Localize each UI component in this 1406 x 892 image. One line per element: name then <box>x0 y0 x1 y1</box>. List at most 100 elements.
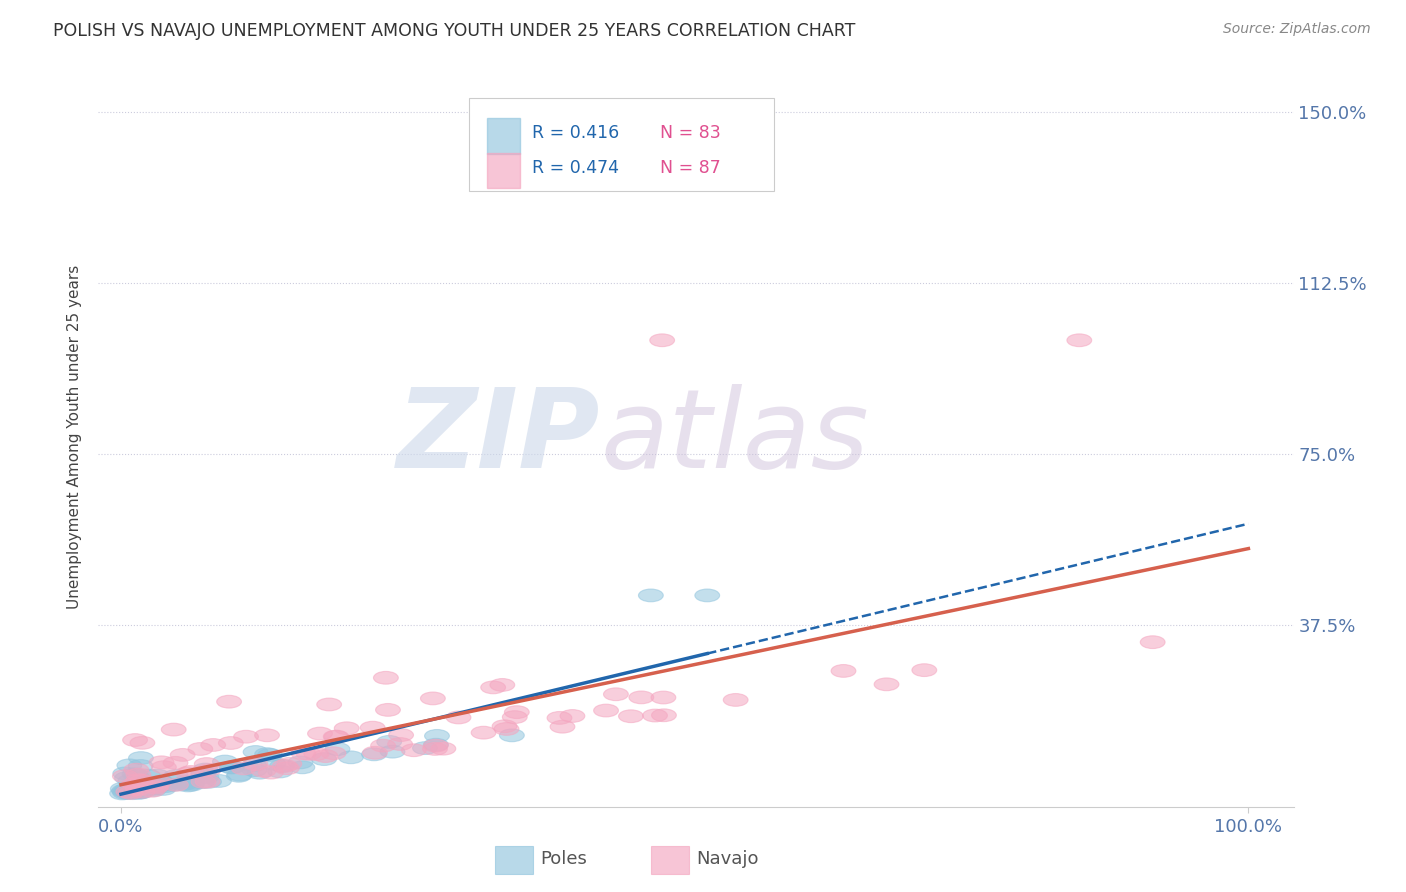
Ellipse shape <box>420 692 446 705</box>
Ellipse shape <box>371 739 395 752</box>
Ellipse shape <box>560 710 585 723</box>
Ellipse shape <box>170 748 195 761</box>
Ellipse shape <box>120 780 145 792</box>
Ellipse shape <box>325 743 350 756</box>
Ellipse shape <box>190 776 214 789</box>
Ellipse shape <box>149 775 173 788</box>
Ellipse shape <box>148 776 172 789</box>
Ellipse shape <box>377 736 402 748</box>
Ellipse shape <box>270 759 294 772</box>
Ellipse shape <box>194 771 219 783</box>
Ellipse shape <box>267 765 292 778</box>
Bar <box>495 846 533 874</box>
Ellipse shape <box>361 748 387 761</box>
Bar <box>651 846 689 874</box>
Ellipse shape <box>129 737 155 749</box>
Ellipse shape <box>180 777 205 789</box>
Ellipse shape <box>325 731 349 743</box>
Ellipse shape <box>308 727 332 740</box>
Ellipse shape <box>277 757 302 771</box>
Ellipse shape <box>191 775 217 789</box>
Ellipse shape <box>492 720 517 732</box>
Ellipse shape <box>723 694 748 706</box>
Ellipse shape <box>312 753 336 765</box>
Ellipse shape <box>401 744 426 756</box>
Ellipse shape <box>152 761 176 773</box>
Ellipse shape <box>153 780 177 793</box>
Ellipse shape <box>131 785 155 798</box>
Ellipse shape <box>188 743 212 756</box>
Ellipse shape <box>145 769 170 782</box>
Ellipse shape <box>112 767 138 780</box>
Ellipse shape <box>242 764 267 777</box>
Ellipse shape <box>135 769 160 782</box>
Ellipse shape <box>502 711 527 723</box>
Ellipse shape <box>423 742 447 756</box>
Ellipse shape <box>112 787 138 799</box>
Ellipse shape <box>125 780 150 793</box>
Ellipse shape <box>142 779 167 791</box>
Ellipse shape <box>139 781 165 795</box>
Ellipse shape <box>831 665 856 677</box>
Ellipse shape <box>425 730 450 742</box>
Ellipse shape <box>176 767 200 780</box>
Ellipse shape <box>127 787 152 799</box>
Ellipse shape <box>191 767 215 780</box>
Text: N = 83: N = 83 <box>661 124 721 142</box>
Ellipse shape <box>412 742 437 755</box>
Text: ZIP: ZIP <box>396 384 600 491</box>
Ellipse shape <box>375 704 401 716</box>
Ellipse shape <box>122 733 148 747</box>
Ellipse shape <box>122 768 146 780</box>
Ellipse shape <box>228 768 252 781</box>
Ellipse shape <box>388 729 413 741</box>
Ellipse shape <box>124 764 149 776</box>
Ellipse shape <box>432 742 456 755</box>
Ellipse shape <box>127 782 152 795</box>
Ellipse shape <box>218 737 243 749</box>
Ellipse shape <box>262 757 285 770</box>
Ellipse shape <box>174 775 200 788</box>
Ellipse shape <box>115 772 139 784</box>
Ellipse shape <box>111 782 135 795</box>
Ellipse shape <box>226 770 252 782</box>
Text: R = 0.474: R = 0.474 <box>533 159 619 177</box>
Ellipse shape <box>122 785 148 797</box>
Ellipse shape <box>197 764 221 776</box>
Ellipse shape <box>170 778 195 791</box>
Ellipse shape <box>191 767 217 780</box>
Ellipse shape <box>232 762 256 775</box>
Text: Poles: Poles <box>541 850 588 868</box>
Ellipse shape <box>124 769 149 782</box>
Ellipse shape <box>481 681 506 694</box>
Ellipse shape <box>129 786 153 798</box>
Ellipse shape <box>179 779 204 791</box>
Ellipse shape <box>446 711 471 723</box>
Ellipse shape <box>138 782 162 795</box>
Ellipse shape <box>252 764 276 777</box>
Text: atlas: atlas <box>600 384 869 491</box>
Ellipse shape <box>207 774 232 788</box>
Ellipse shape <box>139 784 165 797</box>
Ellipse shape <box>505 706 529 718</box>
Ellipse shape <box>176 779 201 792</box>
Ellipse shape <box>628 691 654 704</box>
Ellipse shape <box>149 756 174 769</box>
Ellipse shape <box>124 779 149 791</box>
Ellipse shape <box>233 731 259 743</box>
Ellipse shape <box>131 780 155 793</box>
Ellipse shape <box>254 729 280 741</box>
Ellipse shape <box>125 782 150 796</box>
Ellipse shape <box>380 746 405 758</box>
Bar <box>486 118 520 153</box>
Ellipse shape <box>115 785 141 797</box>
Ellipse shape <box>118 787 143 799</box>
Ellipse shape <box>643 709 668 722</box>
Ellipse shape <box>193 764 218 776</box>
Ellipse shape <box>110 787 135 800</box>
Text: Source: ZipAtlas.com: Source: ZipAtlas.com <box>1223 22 1371 37</box>
Ellipse shape <box>115 786 141 799</box>
Y-axis label: Unemployment Among Youth under 25 years: Unemployment Among Youth under 25 years <box>67 265 83 609</box>
Ellipse shape <box>423 739 449 752</box>
Ellipse shape <box>1140 636 1166 648</box>
